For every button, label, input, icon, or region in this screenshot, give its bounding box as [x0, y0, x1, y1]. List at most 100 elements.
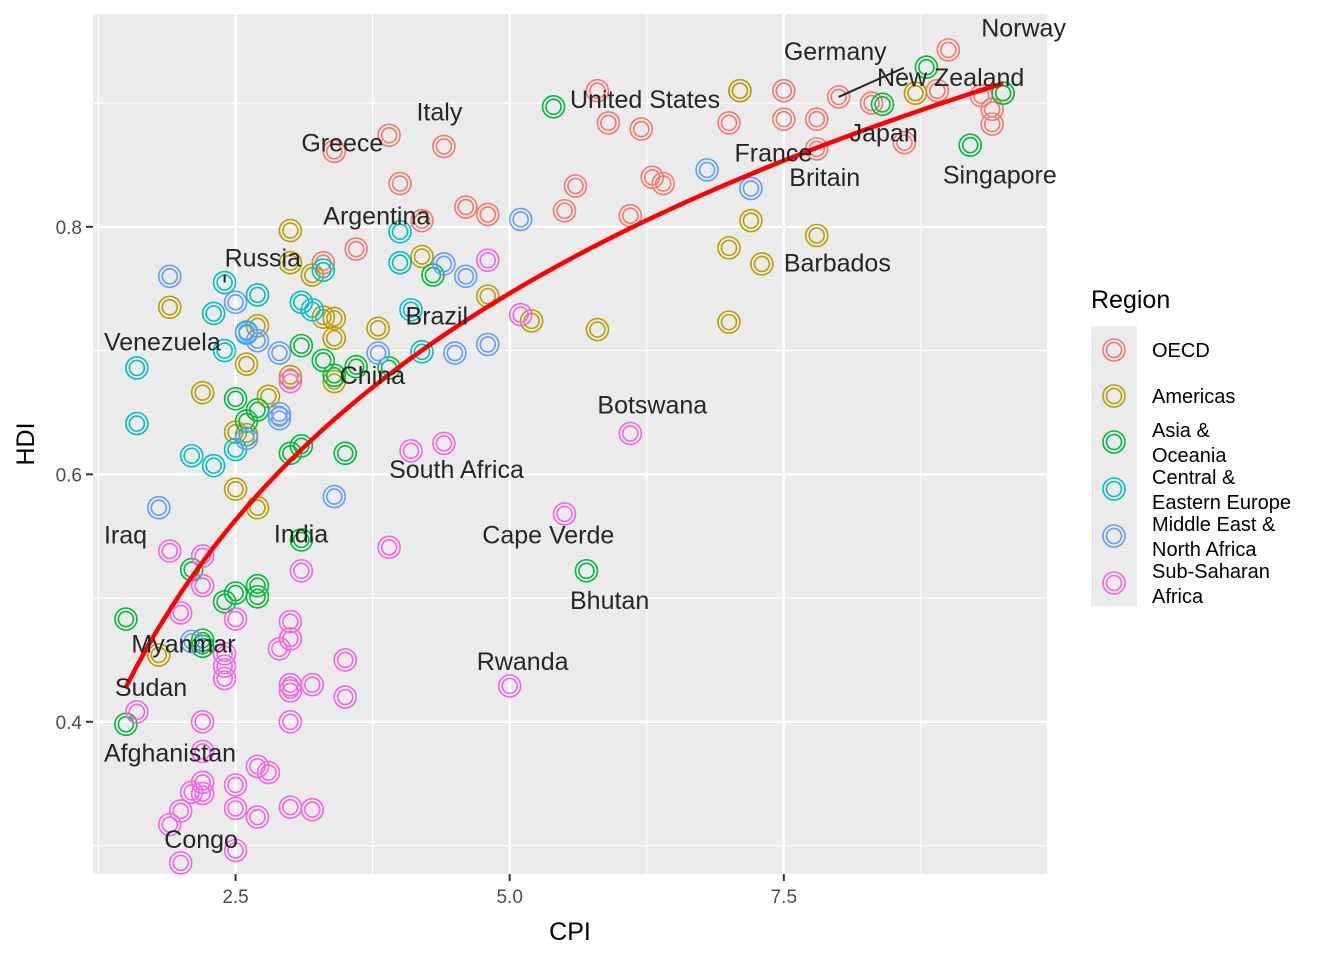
legend-key-icon: [1102, 338, 1126, 362]
data-point: [190, 628, 215, 652]
country-label: India: [274, 520, 328, 548]
data-point-inner-ring: [720, 239, 738, 257]
data-point-inner-ring: [227, 610, 244, 628]
y-tick-label: 0.6: [56, 465, 82, 486]
data-point-inner-ring: [282, 713, 299, 731]
data-point-inner-ring: [479, 336, 497, 353]
legend-item-label: Oceania: [1152, 445, 1227, 467]
data-point: [508, 302, 533, 327]
country-label: South Africa: [389, 456, 524, 484]
data-point: [157, 812, 182, 837]
legend-item-label: North Africa: [1152, 539, 1257, 561]
legend-item-label: Africa: [1152, 586, 1204, 608]
data-point: [344, 354, 368, 379]
data-point: [596, 111, 621, 135]
x-axis-title: CPI: [549, 918, 591, 946]
data-point: [278, 679, 303, 703]
data-point-inner-ring: [183, 784, 200, 801]
data-point-inner-ring: [545, 98, 562, 116]
data-point: [804, 137, 829, 161]
data-point: [278, 709, 303, 734]
data-point-inner-ring: [654, 175, 672, 192]
data-point-inner-ring: [249, 808, 266, 826]
data-point-inner-ring: [808, 227, 826, 244]
data-point: [245, 283, 270, 307]
country-label: Afghanistan: [104, 739, 236, 767]
data-point-inner-ring: [940, 41, 957, 59]
legend-item: Sub-Saharan Africa: [1102, 561, 1270, 608]
data-point: [190, 709, 215, 734]
country-label: Germany: [784, 38, 887, 66]
data-point: [223, 607, 248, 631]
legend-item-label: Eastern Europe: [1152, 492, 1291, 514]
series-asia-oceania: [114, 55, 1015, 737]
data-point-inner-ring: [172, 604, 190, 622]
data-point: [234, 426, 259, 451]
data-point-inner-ring: [479, 251, 497, 269]
series-middle-east-north-africa: [146, 158, 763, 654]
data-point-inner-ring: [282, 613, 299, 630]
data-point-inner-ring: [161, 298, 179, 316]
data-point: [300, 797, 325, 822]
data-point-inner-ring: [742, 180, 760, 197]
data-point-inner-ring: [731, 82, 749, 100]
data-point: [333, 441, 358, 466]
data-point-inner-ring: [402, 442, 420, 460]
data-point-inner-ring: [161, 542, 179, 560]
data-point-inner-ring: [183, 447, 200, 465]
legend-key-icon: [1102, 477, 1126, 501]
legend-key-inner-ring: [1105, 574, 1123, 592]
country-label: Britain: [789, 164, 860, 192]
data-point: [432, 252, 456, 276]
legend-item: OECD: [1102, 338, 1210, 362]
data-point: [991, 81, 1015, 105]
data-point-inner-ring: [293, 562, 310, 580]
data-point: [739, 176, 763, 201]
data-point-inner-ring: [556, 505, 573, 523]
data-point: [267, 406, 292, 431]
x-tick-label: 5.0: [496, 887, 522, 908]
data-point: [190, 634, 215, 659]
data-point-inner-ring: [589, 321, 606, 338]
trend-line: [123, 81, 1004, 689]
data-point: [980, 112, 1004, 136]
data-point-inner-ring: [282, 682, 299, 700]
data-point: [717, 310, 741, 334]
data-point-inner-ring: [271, 410, 288, 427]
data-point-inner-ring: [249, 332, 266, 349]
data-point-inner-ring: [249, 588, 266, 606]
data-point-inner-ring: [238, 355, 255, 373]
data-point: [289, 528, 314, 552]
data-point-inner-ring: [622, 425, 639, 442]
legend-key-inner-ring: [1105, 527, 1123, 545]
data-point: [333, 685, 358, 709]
data-point-inner-ring: [194, 713, 211, 731]
data-point: [322, 139, 347, 164]
data-point: [223, 387, 248, 411]
data-point: [629, 117, 654, 141]
country-label: Venezuela: [104, 329, 221, 357]
data-point-inner-ring: [271, 640, 288, 658]
data-point-inner-ring: [304, 801, 321, 818]
data-point-inner-ring: [293, 531, 310, 549]
data-point: [454, 264, 478, 289]
data-point: [245, 573, 270, 598]
data-point-inner-ring: [720, 114, 738, 132]
data-point-inner-ring: [830, 88, 847, 106]
data-point-inner-ring: [260, 388, 277, 405]
label-leader-line: [838, 66, 905, 98]
data-point: [125, 356, 149, 380]
x-tick-label: 7.5: [771, 887, 797, 908]
data-point: [739, 208, 763, 233]
data-point: [245, 328, 270, 353]
data-point: [179, 443, 204, 468]
data-point-inner-ring: [874, 96, 891, 113]
data-point-inner-ring: [479, 206, 497, 223]
data-point: [640, 165, 665, 190]
data-point: [223, 290, 248, 315]
data-point-inner-ring: [205, 457, 222, 474]
data-point-inner-ring: [216, 670, 233, 687]
data-point: [772, 78, 796, 103]
data-point: [212, 270, 237, 295]
data-point: [157, 539, 182, 563]
